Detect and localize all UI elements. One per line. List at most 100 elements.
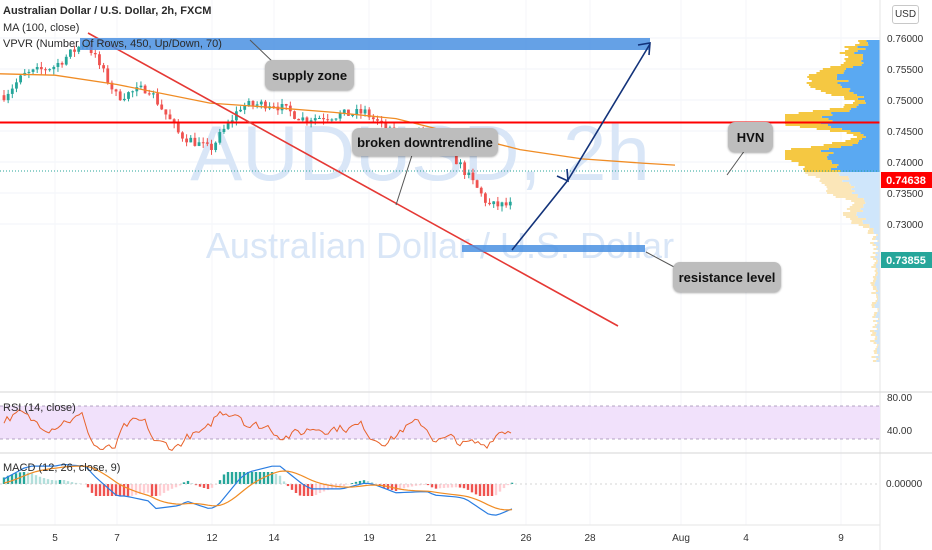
candle-body	[210, 143, 213, 150]
vpvr-up-bar	[873, 228, 880, 230]
macd-signal-line	[3, 465, 513, 511]
vpvr-up-bar	[873, 230, 880, 232]
macd-hist-bar	[118, 484, 122, 496]
vpvr-up-bar	[875, 334, 880, 336]
macd-legend[interactable]: MACD (12, 26, close, 9)	[3, 462, 121, 474]
macd-hist-bar	[362, 480, 366, 484]
candle-body	[239, 109, 242, 112]
supply-zone-rect[interactable]	[80, 38, 650, 50]
vpvr-up-bar	[877, 268, 880, 270]
vpvr-down-bar	[854, 202, 866, 204]
candle-body	[351, 114, 354, 116]
vpvr-down-bar	[854, 100, 865, 102]
broken-downtrendline-label[interactable]: broken downtrendline	[352, 128, 498, 156]
candle-body	[73, 49, 76, 52]
vpvr-down-bar	[821, 182, 850, 184]
macd-hist-bar	[482, 484, 486, 496]
vpvr-down-bar	[875, 274, 878, 276]
candle-body	[147, 93, 151, 95]
price-axis[interactable]: 0.76000 0.75500 0.75000 0.74500 0.74000 0.735…	[887, 34, 924, 231]
vpvr-down-bar	[851, 222, 863, 224]
vpvr-down-bar	[870, 340, 875, 342]
rsi-legend[interactable]: RSI (14, close)	[3, 402, 76, 414]
vpvr-down-bar	[829, 130, 851, 132]
macd-hist-bar	[186, 480, 190, 484]
vpvr-up-bar	[842, 180, 880, 182]
vpvr-up-bar	[877, 274, 880, 276]
ma-legend[interactable]: MA (100, close)	[3, 22, 80, 34]
macd-hist-bar	[198, 484, 202, 487]
macd-hist-bar	[478, 484, 482, 496]
currency-button[interactable]: USD	[892, 5, 919, 24]
candle-body	[127, 92, 130, 99]
macd-hist-bar	[494, 484, 498, 496]
vpvr-up-bar	[848, 176, 880, 178]
candle-body	[168, 114, 172, 120]
vpvr-up-bar	[854, 186, 880, 188]
time-axis[interactable]: 5 7 12 14 19 21 26 28 Aug 4 9	[52, 533, 844, 544]
candle-body	[504, 202, 508, 206]
vpvr-down-bar	[844, 104, 859, 106]
vpvr-up-bar	[878, 250, 880, 252]
vpvr-up-bar	[865, 48, 880, 50]
macd-hist-bar	[10, 474, 14, 484]
vpvr-up-bar	[832, 114, 880, 116]
vpvr-up-bar	[839, 174, 880, 176]
macd-hist-bar	[218, 480, 222, 484]
vpvr-down-bar	[844, 50, 858, 52]
candle-body	[454, 151, 458, 165]
vpvr-down-bar	[874, 312, 878, 314]
red-line-price-label: 0.74638	[886, 175, 926, 187]
macd-hist-bar	[474, 484, 478, 495]
vpvr-down-bar	[873, 280, 876, 282]
macd-hist-bar	[454, 484, 458, 488]
vpvr-legend[interactable]: VPVR (Number Of Rows, 450, Up/Down, 70)	[3, 38, 222, 50]
macd-hist-bar	[178, 484, 182, 486]
vpvr-down-bar	[844, 96, 864, 98]
current-price-tag	[881, 252, 932, 268]
vpvr-down-bar	[870, 330, 875, 332]
vpvr-down-bar	[845, 198, 864, 200]
hvn-label[interactable]: HVN	[728, 122, 773, 152]
supply-zone-label[interactable]: supply zone	[265, 60, 354, 90]
vpvr-down-bar	[845, 140, 859, 142]
candle-body	[56, 62, 60, 67]
vpvr-up-bar	[852, 66, 880, 68]
candle-body	[2, 95, 6, 101]
resistance-zone-rect[interactable]	[462, 245, 645, 252]
vpvr-down-bar	[858, 224, 870, 226]
candle-body	[479, 187, 483, 194]
vpvr-down-bar	[871, 292, 876, 294]
vpvr-up-bar	[867, 42, 880, 44]
candle-body	[355, 109, 359, 115]
candle-body	[201, 142, 205, 144]
vpvr-up-bar	[877, 272, 880, 274]
macd-hist-bar	[418, 484, 422, 486]
candle-body	[309, 120, 313, 122]
downtrend-line[interactable]	[87, 32, 619, 327]
macd-hist-bar	[102, 484, 106, 496]
candle-body	[384, 121, 388, 130]
vpvr-down-bar	[808, 74, 838, 76]
resistance-level-label[interactable]: resistance level	[673, 262, 781, 292]
macd-hist-bar	[330, 484, 334, 489]
vpvr-up-bar	[837, 74, 880, 76]
candle-body	[459, 162, 462, 165]
candle-body	[64, 56, 68, 65]
vpvr-down-bar	[851, 220, 863, 222]
vpvr-down-bar	[877, 250, 879, 252]
candle-body	[39, 67, 43, 70]
time-tick-label: 19	[363, 533, 375, 544]
vpvr-down-bar	[871, 304, 875, 306]
volume-profile	[785, 40, 880, 362]
symbol-legend[interactable]: Australian Dollar / U.S. Dollar, 2h, FXC…	[3, 5, 212, 17]
vpvr-down-bar	[852, 102, 866, 104]
vpvr-down-bar	[873, 314, 877, 316]
candle-body	[160, 104, 164, 110]
macd-hist-bar	[38, 476, 42, 484]
vpvr-down-bar	[804, 166, 837, 168]
macd-hist-bar	[94, 484, 98, 496]
price-tick-label: 0.74500	[887, 127, 924, 138]
candle-body	[102, 65, 105, 69]
